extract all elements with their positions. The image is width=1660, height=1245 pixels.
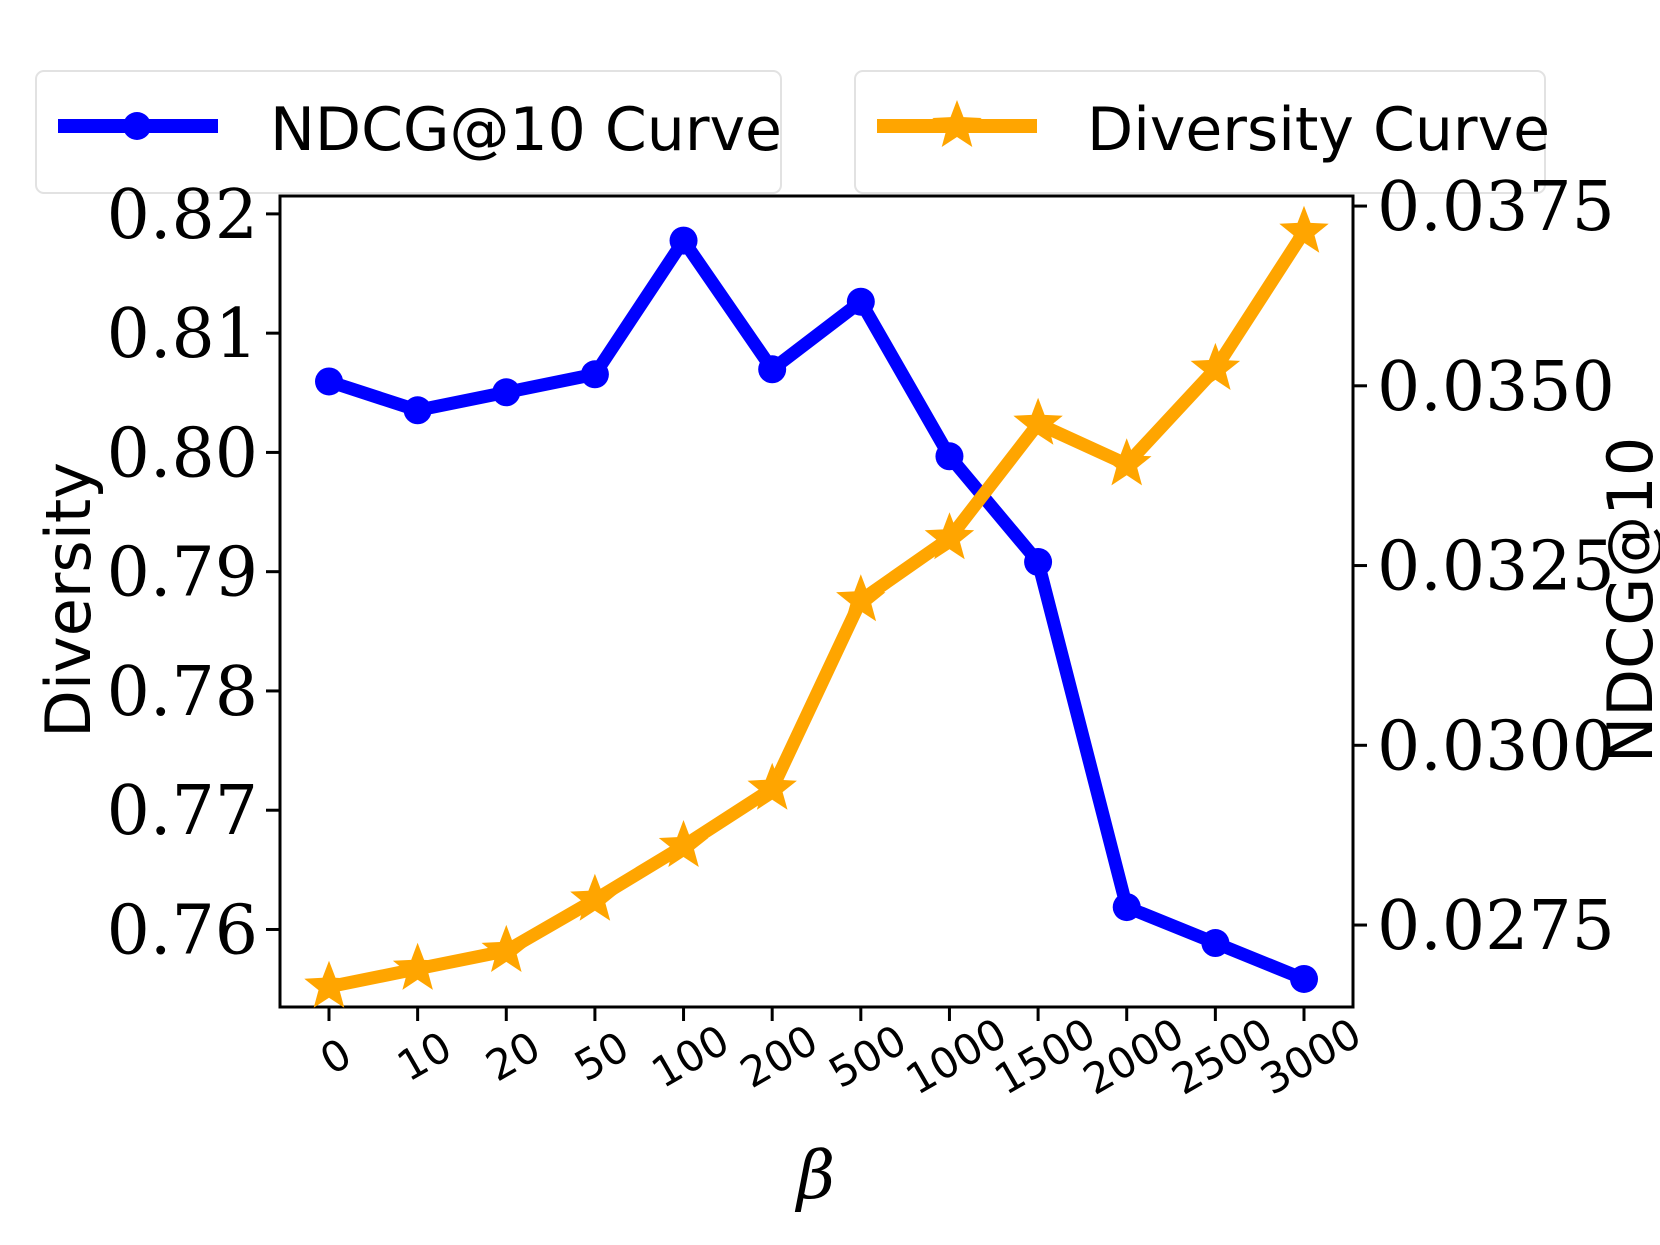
ndcg-point [1201,929,1230,958]
ndcg-point [1112,893,1141,922]
right-tick-label: 0.0275 [1377,887,1615,966]
ndcg-point [846,287,875,316]
x-tick-label: 3000 [1252,1009,1369,1105]
diversity-point [1279,205,1329,253]
x-axis-label: β [794,1137,835,1214]
left-tick-label: 0.82 [107,176,258,255]
right-tick-label: 0.0375 [1377,168,1615,247]
ndcg-point [1024,547,1053,576]
legend: NDCG@10 Curve Diversity Curve [35,70,1550,194]
diversity-point [924,512,975,560]
left-tick-label: 0.77 [107,772,258,851]
diversity-point [1190,342,1241,390]
y-axis-label-right: NDCG@10 [1594,437,1660,763]
legend-box-diversity [854,70,1546,194]
right-tick-label: 0.0300 [1377,707,1615,786]
left-tick-label: 0.80 [107,414,258,493]
ndcg-point [492,378,521,407]
diversity-point [304,960,354,1008]
diversity-point [1013,397,1063,445]
x-tick-label: 0 [312,1029,360,1085]
x-tick-label: 20 [478,1022,549,1091]
diversity-point [481,924,531,972]
diversity-point [836,574,886,622]
diversity-point [1102,438,1152,486]
diversity-point [570,873,620,921]
legend-box-ndcg [35,70,782,194]
x-tick-label: 50 [566,1022,637,1091]
diversity-point [658,820,709,867]
left-tick-label: 0.79 [107,534,258,613]
diversity-point [747,762,797,810]
left-tick-label: 0.78 [107,653,258,732]
right-tick-label: 0.0350 [1377,348,1615,427]
right-tick-label: 0.0325 [1377,528,1615,607]
ndcg-series-line [326,234,1307,986]
x-tick-label: 100 [643,1015,737,1098]
ndcg-point [403,396,432,425]
ndcg-point [669,226,698,255]
y-axis-label-left: Diversity [32,462,105,738]
ndcg-point [580,360,609,389]
legend-marker-ndcg [123,112,151,140]
ndcg-point [315,367,343,396]
left-axis: 0.76 0.77 0.78 0.79 0.80 0.81 0.82 [107,176,280,970]
series-layer [304,205,1329,1008]
left-tick-label: 0.81 [107,295,258,374]
ndcg-point [935,442,964,471]
legend-marker-diversity [932,100,982,147]
ndcg-point [1290,964,1318,993]
diversity-series-line [327,228,1310,994]
x-tick-label: 10 [389,1022,460,1091]
ndcg-point [758,355,787,384]
legend-label-ndcg: NDCG@10 Curve [270,95,782,165]
diversity-point [392,942,443,990]
x-tick-label: 200 [732,1015,826,1098]
x-tick-label: 500 [821,1015,915,1098]
legend-label-diversity: Diversity Curve [1087,95,1550,165]
plot-frame [278,194,1355,1009]
right-axis: 0.0275 0.0300 0.0325 0.0350 0.0375 [1353,168,1615,966]
left-tick-label: 0.76 [107,891,258,970]
